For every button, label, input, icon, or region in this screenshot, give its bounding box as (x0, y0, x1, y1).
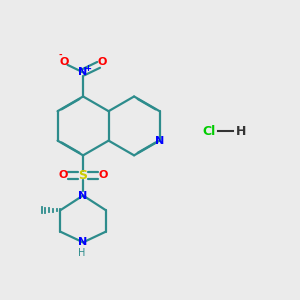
Text: Cl: Cl (202, 125, 215, 138)
Text: -: - (58, 50, 62, 59)
Text: H: H (236, 125, 246, 138)
Text: N: N (155, 136, 164, 146)
Text: N: N (79, 68, 88, 77)
Text: S: S (79, 169, 88, 182)
Text: H: H (78, 248, 85, 257)
Text: +: + (84, 64, 92, 74)
Text: N: N (79, 190, 88, 200)
Text: O: O (97, 57, 106, 67)
Text: O: O (58, 170, 68, 180)
Text: O: O (98, 170, 108, 180)
Text: N: N (79, 237, 88, 247)
Text: O: O (60, 57, 69, 67)
